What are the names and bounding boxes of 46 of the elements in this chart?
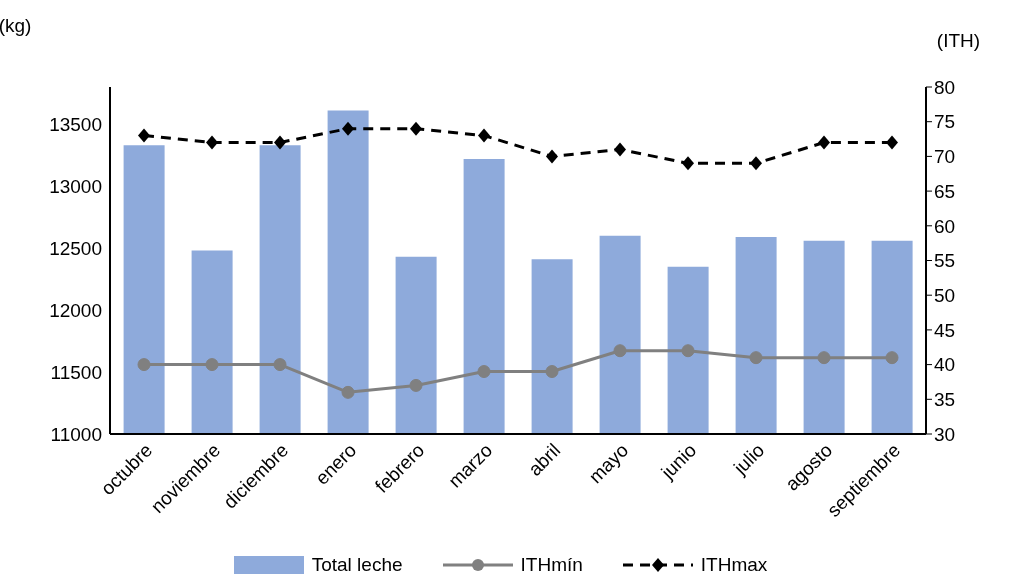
point [206,135,218,150]
y2-tick-label: 55 [934,250,956,272]
y2-tick-label: 35 [934,389,956,411]
point [886,135,898,150]
point [817,351,831,365]
y2-tick-label: 30 [934,423,956,445]
point [750,156,762,171]
point [477,365,491,379]
y2-tick-label: 45 [934,319,956,341]
point [614,142,626,157]
point [545,365,559,379]
point [682,156,694,171]
y2-tick-label: 40 [934,354,956,376]
y-tick-label: 12500 [49,237,102,259]
point [341,385,355,399]
point [205,358,219,372]
legend-label: Total leche [311,554,403,576]
legend-label: ITHmax [700,554,768,576]
point [274,135,286,150]
y2-tick-label: 65 [934,180,956,202]
point [681,344,695,358]
point [273,358,287,372]
point [478,128,490,143]
point [546,149,558,164]
y-axis-title: (kg) [0,15,32,36]
y-tick-label: 11000 [50,423,102,445]
point [342,121,354,136]
point [410,121,422,136]
point [749,351,763,365]
y2-tick-label: 75 [934,111,956,133]
y2-tick-label: 70 [934,146,956,168]
y-tick-label: 13500 [49,113,102,135]
y-tick-label: 13000 [49,175,102,197]
y-tick-label: 11500 [50,361,102,383]
point [138,128,150,143]
point [137,358,151,372]
y2-axis-title: (ITH) [936,30,981,51]
y2-tick-label: 50 [934,284,956,306]
point [818,135,830,150]
y2-tick-label: 80 [934,76,956,98]
point [885,351,899,365]
y2-tick-label: 60 [934,215,956,237]
point [409,378,423,392]
legend-label: ITHmín [520,554,583,576]
y-tick-label: 12000 [49,299,102,321]
point [613,344,627,358]
